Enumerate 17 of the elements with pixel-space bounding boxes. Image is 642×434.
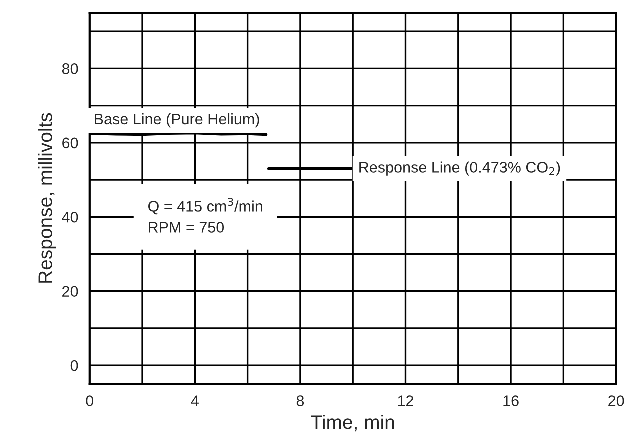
x-tick-label: 0 xyxy=(86,396,94,406)
x-tick-label: 12 xyxy=(398,396,414,406)
y-tick-label: 40 xyxy=(62,212,78,223)
series-label: Response Line (0.473% CO$_{2}$) xyxy=(360,162,560,176)
x-tick-label: 20 xyxy=(608,396,624,406)
annotation: Q = 415 cm$^{3}$/min xyxy=(148,198,262,215)
y-tick-label: 20 xyxy=(62,286,78,298)
y-tick-label: 0 xyxy=(70,360,78,372)
x-axis-title: Time, min xyxy=(311,415,394,432)
x-tick-label: 8 xyxy=(296,396,304,406)
annotation: RPM = 750 xyxy=(149,222,224,233)
x-tick-label: 4 xyxy=(191,396,199,406)
y-tick-label: 80 xyxy=(62,64,78,74)
y-tick-label: 60 xyxy=(62,138,78,149)
y-axis-title: Response, millivolts xyxy=(38,113,56,283)
x-tick-label: 16 xyxy=(504,396,519,406)
series-label: Base Line (Pure Helium) xyxy=(95,113,260,128)
